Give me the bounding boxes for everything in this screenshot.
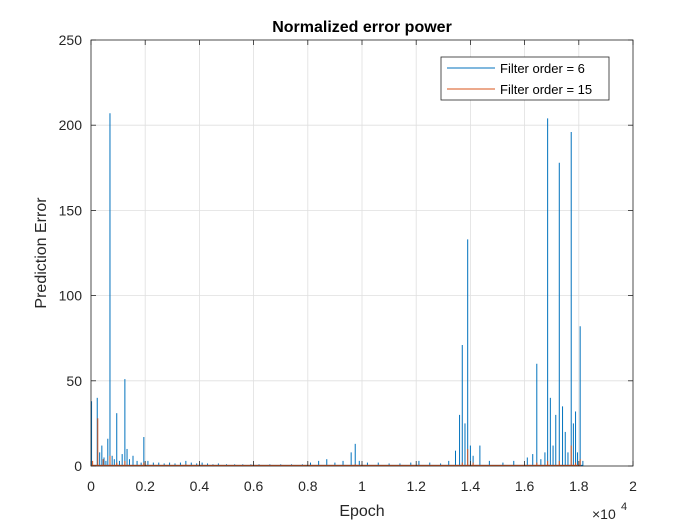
x-axis-label: Epoch (339, 503, 384, 520)
x-tick-label: 1 (358, 478, 366, 494)
legend-box (440, 56, 610, 101)
x-tick-label: 1.6 (515, 478, 535, 494)
legend-entry-filter-order-15: Filter order = 15 (500, 82, 592, 97)
legend-entry-filter-order-6: Filter order = 6 (500, 61, 585, 76)
y-tick-label: 100 (59, 288, 83, 304)
x-tick-label: 0.4 (190, 478, 210, 494)
x-tick-label: 1.2 (406, 478, 426, 494)
y-axis-label: Prediction Error (33, 197, 50, 309)
x-tick-label: 0.8 (298, 478, 318, 494)
y-tick-label: 200 (59, 117, 83, 133)
y-tick-label: 150 (59, 202, 83, 218)
x-tick-label: 1.8 (569, 478, 589, 494)
chart-title: Normalized error power (272, 19, 452, 36)
x-exponent-power: 4 (621, 501, 627, 513)
y-tick-label: 0 (74, 458, 82, 474)
x-tick-label: 2 (629, 478, 637, 494)
legend: Filter order = 6 Filter order = 15 (440, 56, 610, 101)
y-tick-label: 250 (59, 32, 83, 48)
x-tick-label: 1.4 (461, 478, 481, 494)
y-tick-label: 50 (66, 373, 82, 389)
x-tick-label: 0.6 (244, 478, 264, 494)
x-exponent-label: ×10 (592, 506, 616, 522)
series-layer (91, 113, 584, 467)
tick-marks (90, 39, 634, 467)
x-tick-label: 0.2 (135, 478, 155, 494)
y-tick-labels: 0 50 100 150 200 250 (59, 32, 83, 474)
x-tick-label: 0 (87, 478, 95, 494)
x-tick-labels: 0 0.2 0.4 0.6 0.8 1 1.2 1.4 1.6 1.8 2 (87, 478, 637, 494)
